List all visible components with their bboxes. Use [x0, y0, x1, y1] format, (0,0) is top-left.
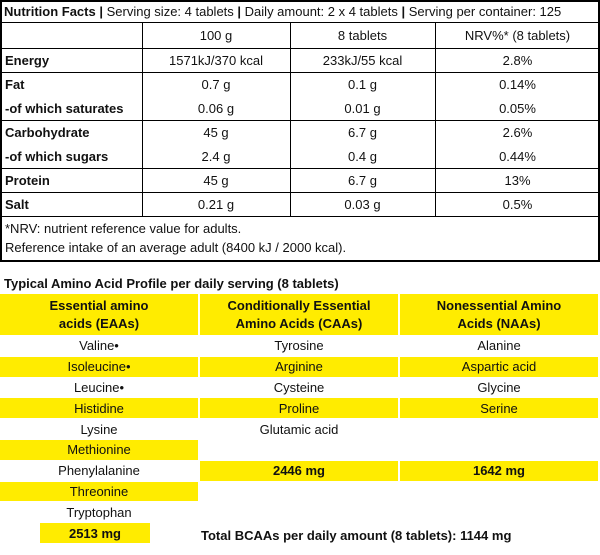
row-label: Fat — [5, 76, 25, 92]
amino-acid: Tyrosine — [274, 338, 324, 354]
value: 45 g — [203, 124, 229, 140]
amino-acid: Methionine — [0, 440, 198, 460]
group-header: Nonessential Amino — [436, 297, 562, 313]
footnote: Reference intake of an average adult (84… — [5, 240, 347, 255]
title: Nutrition Facts — [4, 3, 96, 19]
header-bg — [200, 294, 398, 335]
amino-acid: Aspartic acid — [400, 356, 598, 377]
column-header: 8 tablets — [337, 27, 388, 43]
row-label: Carbohydrate — [5, 124, 90, 140]
separator: | — [233, 3, 245, 19]
separator: | — [397, 3, 409, 19]
row-label: Salt — [5, 196, 29, 212]
amino-acid: Isoleucine• — [0, 356, 198, 377]
group-header: Essential amino — [49, 297, 149, 313]
row-label: Energy — [5, 52, 50, 68]
amino-acid: Threonine — [0, 481, 198, 502]
separator: | — [95, 3, 107, 19]
rule — [0, 72, 600, 73]
header-row: Nutrition Facts | Serving size: 4 tablet… — [4, 0, 561, 22]
value: 0.44% — [499, 148, 536, 164]
group-total: 1642 mg — [400, 460, 598, 481]
group-header: acids (EAAs) — [58, 315, 140, 331]
amino-acid: Glutamic acid — [259, 421, 339, 437]
row-label: Protein — [5, 172, 50, 188]
rule — [0, 216, 600, 217]
table-border — [0, 0, 600, 262]
value: 13% — [504, 172, 531, 188]
value: 0.06 g — [197, 100, 235, 116]
bcaa-total: Total BCAAs per daily amount (8 tablets)… — [201, 527, 512, 543]
row-label: -of which saturates — [5, 100, 124, 116]
serving-info: Daily amount: 2 x 4 tablets — [244, 3, 398, 19]
column-header: NRV%* (8 tablets) — [464, 27, 571, 43]
rule — [0, 168, 600, 169]
amino-acid: Histidine — [0, 398, 198, 419]
group-header: Acids (NAAs) — [457, 315, 541, 331]
value: 2.4 g — [201, 148, 231, 164]
amino-acid: Proline — [200, 398, 398, 419]
value: 1571kJ/370 kcal — [169, 52, 263, 68]
amino-acid: Glycine — [477, 379, 521, 395]
serving-info: Serving per container: 125 — [408, 3, 562, 19]
value: 0.21 g — [197, 196, 235, 212]
amino-acid: Cysteine — [273, 379, 325, 395]
value: 45 g — [203, 172, 229, 188]
value: 0.1 g — [348, 76, 377, 92]
rule — [0, 120, 600, 121]
rule — [0, 48, 600, 49]
value: 2.6% — [502, 124, 533, 140]
value: 2.8% — [502, 52, 533, 68]
col-border — [290, 22, 291, 216]
group-total: 2446 mg — [200, 460, 398, 481]
col-border — [142, 22, 143, 216]
value: 0.01 g — [344, 100, 381, 116]
amino-acid: Arginine — [200, 356, 398, 377]
col-border — [435, 22, 436, 216]
group-header: Amino Acids (CAAs) — [235, 315, 363, 331]
value: 0.5% — [502, 196, 533, 212]
footnote: *NRV: nutrient reference value for adult… — [5, 221, 242, 236]
value: 0.4 g — [348, 148, 377, 164]
value: 6.7 g — [348, 124, 377, 140]
amino-acid: Phenylalanine — [58, 463, 140, 479]
value: 0.03 g — [344, 196, 381, 212]
value: 0.7 g — [201, 76, 231, 92]
header-bg — [0, 294, 198, 335]
amino-title: Typical Amino Acid Profile per daily ser… — [4, 275, 339, 291]
amino-acid: Lysine — [80, 421, 118, 437]
amino-acid: Serine — [400, 398, 598, 419]
value: 0.05% — [499, 100, 536, 116]
group-header: Conditionally Essential — [227, 297, 371, 313]
value: 233kJ/55 kcal — [322, 52, 403, 68]
group-total: 2513 mg — [40, 523, 150, 543]
value: 0.14% — [499, 76, 536, 92]
header-bg — [400, 294, 598, 335]
amino-acid: Tryptophan — [66, 504, 132, 520]
amino-acid: Alanine — [477, 338, 521, 354]
amino-acid: Leucine• — [73, 379, 125, 395]
rule — [0, 192, 600, 193]
amino-acid: Valine• — [79, 338, 119, 354]
column-header: 100 g — [199, 27, 233, 43]
rule — [0, 22, 600, 23]
row-label: -of which sugars — [5, 148, 109, 164]
value: 6.7 g — [348, 172, 377, 188]
serving-info: Serving size: 4 tablets — [106, 3, 234, 19]
